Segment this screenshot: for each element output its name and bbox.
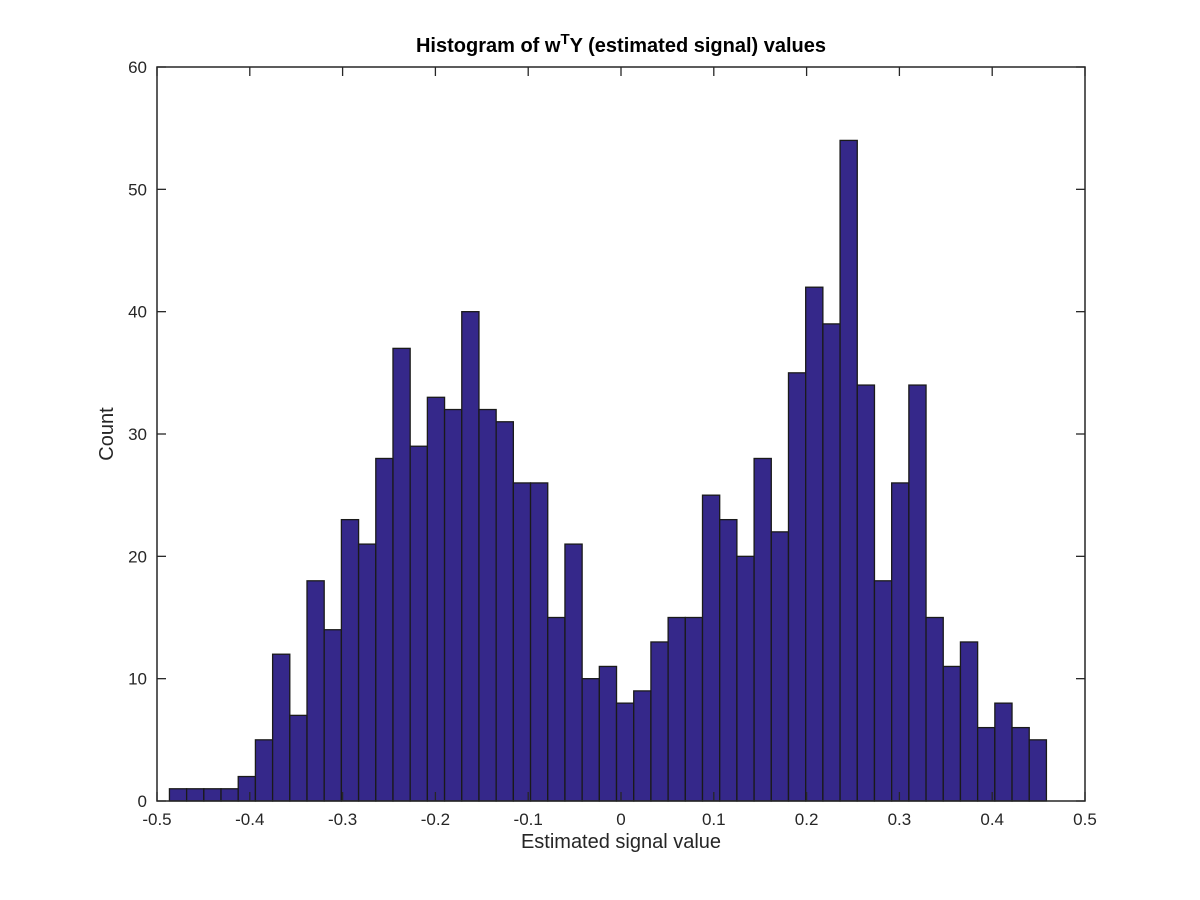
histogram-bar [787, 372, 807, 802]
histogram-bar [701, 494, 721, 802]
histogram-bar [478, 408, 497, 802]
histogram-bar [736, 555, 755, 802]
histogram-bar [891, 482, 910, 802]
x-tick-label: 0.5 [1073, 810, 1097, 829]
histogram-bar [719, 518, 738, 802]
histogram-bar [185, 788, 205, 802]
histogram-bar [512, 482, 532, 802]
y-tick-label: 10 [128, 670, 147, 689]
x-tick-label: -0.4 [235, 810, 264, 829]
chart-title: Histogram of wTY (estimated signal) valu… [416, 31, 826, 58]
histogram-bar [770, 531, 790, 802]
histogram-bar [203, 788, 222, 802]
y-tick-label: 40 [128, 303, 147, 322]
x-tick-label: 0.3 [888, 810, 912, 829]
histogram-bar [581, 678, 600, 802]
y-tick-label: 30 [128, 425, 147, 444]
histogram-bar [684, 616, 704, 802]
x-axis-title: Estimated signal value [521, 831, 721, 853]
chart-title-prefix: Histogram of w [416, 35, 561, 57]
histogram-bar [753, 457, 772, 802]
histogram-bar [856, 384, 876, 802]
histogram-bar [237, 775, 257, 802]
x-tick-label: -0.2 [421, 810, 450, 829]
histogram-bar [289, 714, 308, 802]
histogram-bar [925, 616, 944, 802]
histogram-bar [340, 518, 360, 802]
x-tick-label: -0.1 [514, 810, 543, 829]
histogram-bar [667, 616, 686, 802]
x-tick-label: 0.1 [702, 810, 726, 829]
histogram-bar [461, 311, 480, 802]
histogram-bar [959, 641, 979, 802]
histogram-bar [873, 580, 893, 802]
histogram-bar [529, 482, 549, 802]
x-tick-label: -0.5 [142, 810, 171, 829]
y-tick-label: 20 [128, 547, 147, 566]
chart-title-superscript: T [560, 31, 569, 48]
histogram-bar [357, 543, 377, 802]
histogram-bar [443, 408, 463, 802]
histogram-bar [547, 616, 566, 802]
y-tick-label: 0 [138, 792, 147, 811]
histogram-bar [220, 788, 239, 802]
x-tick-label: 0.4 [980, 810, 1004, 829]
histogram-bar [306, 580, 325, 802]
x-tick-label: 0 [616, 810, 625, 829]
tick-labels-layer: -0.5 -0.4 -0.3 -0.2 -0.1 0 0.1 0.2 0.3 0.4 0.5 0 10 2… [128, 58, 1097, 829]
histogram-bar [839, 139, 858, 802]
histogram-bar [908, 384, 927, 802]
histogram-bar [271, 653, 291, 802]
histogram-bar [564, 543, 583, 802]
y-tick-label: 60 [128, 58, 147, 77]
histogram-bar [375, 457, 394, 802]
y-axis-title: Count [96, 407, 118, 461]
histogram-bar [323, 629, 343, 802]
histogram-bar [495, 421, 515, 802]
histogram-bar [392, 347, 411, 802]
histogram-bar [426, 396, 446, 802]
y-tick-label: 50 [128, 180, 147, 199]
histogram-bar [168, 788, 188, 802]
histogram-bar [822, 323, 841, 802]
bars-layer [168, 139, 1048, 802]
histogram-bar [976, 726, 996, 802]
histogram-bar [633, 690, 652, 802]
x-tick-label: -0.3 [328, 810, 357, 829]
histogram-bar [409, 445, 429, 802]
histogram-bar [1028, 739, 1048, 802]
histogram-bar [1011, 726, 1030, 802]
chart-title-suffix: Y (estimated signal) values [570, 35, 826, 57]
x-tick-label: 0.2 [795, 810, 819, 829]
histogram-bar [805, 286, 824, 802]
histogram-bar [254, 739, 274, 802]
histogram-bar [942, 665, 962, 802]
histogram-bar [650, 641, 669, 802]
ticks-layer [156, 66, 1086, 802]
histogram-bar [598, 665, 618, 802]
histogram-bar [994, 702, 1013, 802]
histogram-bar [615, 702, 635, 802]
